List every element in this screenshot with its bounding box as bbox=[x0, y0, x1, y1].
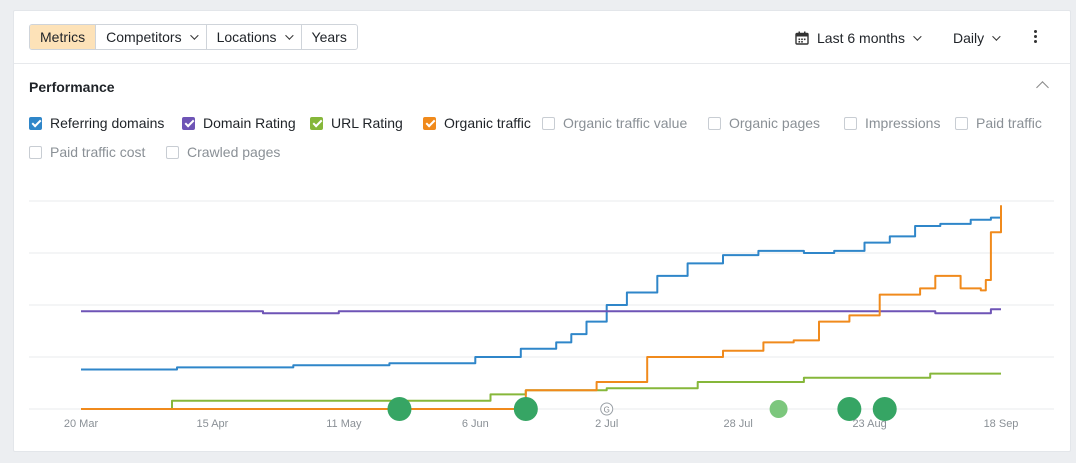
metric-label: Organic pages bbox=[729, 115, 821, 131]
checkbox[interactable] bbox=[310, 116, 323, 130]
chart-svg: 20 Mar 15 Apr 11 May 6 Jun 2 Jul 28 Jul 23 Aug… bbox=[29, 200, 1054, 430]
x-tick-label: 18 Sep bbox=[984, 418, 1019, 430]
chevron-up-icon[interactable] bbox=[1036, 81, 1049, 94]
tab-competitors[interactable]: Competitors bbox=[96, 25, 207, 49]
checkbox[interactable] bbox=[29, 116, 42, 130]
google-update-marker bbox=[600, 402, 614, 416]
x-tick-label: 11 May bbox=[326, 418, 362, 430]
x-tick-label: 2 Jul bbox=[595, 418, 618, 430]
x-tick-label: 20 Mar bbox=[64, 418, 99, 430]
event-marker bbox=[513, 397, 538, 421]
metric-label: Impressions bbox=[865, 115, 941, 131]
series-line bbox=[81, 308, 1001, 315]
toolbar: Metrics Competitors Locations Years Last… bbox=[14, 11, 1070, 64]
series-line bbox=[81, 205, 1002, 410]
interval-label: Daily bbox=[953, 30, 985, 46]
tab-years-label: Years bbox=[311, 29, 347, 45]
metric-label: Organic traffic value bbox=[563, 115, 688, 131]
metric-label: Paid traffic bbox=[976, 115, 1042, 131]
metric-label: Referring domains bbox=[50, 115, 165, 131]
metric-toggle[interactable]: Paid traffic cost bbox=[29, 144, 145, 160]
section-title: Performance bbox=[29, 79, 115, 95]
kebab-menu-icon[interactable] bbox=[1030, 28, 1040, 48]
event-marker bbox=[387, 397, 412, 421]
tab-metrics[interactable]: Metrics bbox=[30, 25, 97, 49]
google-icon: G bbox=[604, 406, 610, 415]
x-tick-label: 28 Jul bbox=[723, 418, 752, 430]
performance-card: Metrics Competitors Locations Years Last… bbox=[13, 10, 1071, 452]
x-tick-label: 23 Aug bbox=[852, 418, 886, 430]
tab-years[interactable]: Years bbox=[302, 25, 357, 49]
x-tick-label: 15 Apr bbox=[197, 418, 229, 430]
metric-toggle[interactable]: URL Rating bbox=[310, 115, 403, 131]
metric-toggle[interactable]: Organic pages bbox=[708, 115, 820, 131]
performance-chart: 20 Mar 15 Apr 11 May 6 Jun 2 Jul 28 Jul 23 Aug… bbox=[14, 191, 1070, 441]
metric-label: Paid traffic cost bbox=[50, 144, 146, 160]
tab-competitors-label: Competitors bbox=[106, 29, 182, 45]
date-range-label: Last 6 months bbox=[817, 30, 905, 46]
view-switcher: Metrics Competitors Locations Years bbox=[29, 24, 358, 50]
metric-label: URL Rating bbox=[331, 115, 403, 131]
calendar-icon bbox=[795, 31, 809, 45]
metric-toggle[interactable]: Domain Rating bbox=[182, 115, 296, 131]
checkbox[interactable] bbox=[423, 116, 436, 130]
metric-toggle[interactable]: Organic traffic value bbox=[542, 115, 687, 131]
checkbox[interactable] bbox=[708, 116, 721, 130]
metric-label: Organic traffic bbox=[444, 115, 531, 131]
checkbox[interactable] bbox=[166, 145, 179, 159]
interval-dropdown[interactable]: Daily bbox=[953, 28, 1001, 48]
checkbox[interactable] bbox=[844, 116, 857, 130]
chevron-down-icon bbox=[913, 32, 922, 41]
tab-metrics-label: Metrics bbox=[40, 29, 86, 45]
checkbox[interactable] bbox=[542, 116, 555, 130]
chevron-down-icon bbox=[284, 31, 294, 40]
metric-toggle[interactable]: Referring domains bbox=[29, 115, 164, 131]
checkbox[interactable] bbox=[182, 116, 195, 130]
tab-locations[interactable]: Locations bbox=[207, 25, 302, 49]
checkbox[interactable] bbox=[29, 145, 42, 159]
chevron-down-icon bbox=[189, 31, 199, 40]
metric-toggle[interactable]: Paid traffic bbox=[955, 115, 1042, 131]
tab-locations-label: Locations bbox=[216, 29, 277, 45]
metric-label: Crawled pages bbox=[187, 144, 281, 160]
x-tick-label: 6 Jun bbox=[462, 418, 489, 430]
metric-toggle[interactable]: Crawled pages bbox=[166, 144, 280, 160]
event-marker bbox=[872, 397, 897, 421]
event-marker bbox=[769, 400, 788, 418]
metric-label: Domain Rating bbox=[203, 115, 296, 131]
series-line bbox=[81, 216, 1002, 371]
checkbox[interactable] bbox=[955, 116, 968, 130]
chevron-down-icon bbox=[992, 32, 1001, 41]
event-marker bbox=[837, 397, 862, 421]
metric-toggle[interactable]: Impressions bbox=[844, 115, 940, 131]
date-range-dropdown[interactable]: Last 6 months bbox=[795, 28, 922, 48]
metric-toggle[interactable]: Organic traffic bbox=[423, 115, 531, 131]
